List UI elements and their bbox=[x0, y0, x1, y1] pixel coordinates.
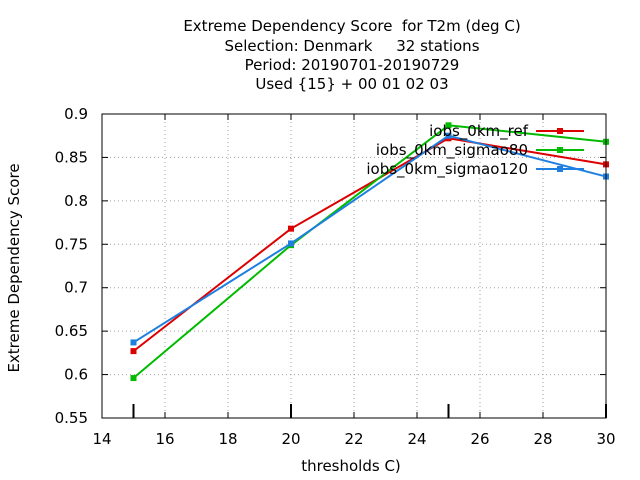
legend-marker-3 bbox=[557, 166, 563, 172]
threshold-markers bbox=[132, 404, 607, 418]
series-2-point bbox=[130, 375, 137, 382]
chart-title-line-2: Selection: Denmark 32 stations bbox=[224, 37, 480, 55]
series-1-point bbox=[288, 225, 294, 232]
legend: iobs_0km_refiobs_0km_sigmao80iobs_0km_si… bbox=[366, 122, 584, 179]
axis-ticks: 14 16 18 20 22 24 26 28 30 0.55 0.6 0.65 0.7 0.75 0.8 0… bbox=[55, 105, 616, 448]
chart-title-line-3: Period: 20190701-20190729 bbox=[244, 56, 460, 74]
legend-marker-2 bbox=[557, 147, 563, 153]
series-line-1 bbox=[132, 137, 607, 352]
y-tick-label: 0.7 bbox=[64, 279, 88, 297]
x-tick-label: 24 bbox=[407, 430, 426, 448]
series-2-point bbox=[445, 122, 452, 129]
series-line-3 bbox=[132, 134, 607, 344]
legend-label-2: iobs_0km_sigmao80 bbox=[376, 141, 528, 160]
chart-title-line-1: Extreme Dependency Score for T2m (deg C) bbox=[183, 17, 521, 35]
legend-label-1: iobs_0km_ref bbox=[429, 122, 529, 141]
series-3-point bbox=[445, 132, 452, 139]
series-line-2 bbox=[132, 124, 607, 379]
y-tick-label: 0.85 bbox=[55, 148, 88, 166]
x-tick-label: 22 bbox=[344, 430, 363, 448]
y-tick-label: 0.75 bbox=[55, 235, 88, 253]
y-tick-label: 0.6 bbox=[64, 366, 88, 384]
x-tick-label: 30 bbox=[596, 430, 615, 448]
x-tick-label: 14 bbox=[92, 430, 111, 448]
x-tick-label: 18 bbox=[218, 430, 237, 448]
legend-label-3: iobs_0km_sigmao120 bbox=[366, 160, 528, 179]
grid bbox=[102, 114, 606, 418]
y-tick-label: 0.8 bbox=[64, 192, 88, 210]
series-group bbox=[130, 122, 609, 382]
series-3-point bbox=[130, 339, 137, 346]
series-1-point bbox=[130, 348, 137, 355]
y-axis-label: Extreme Dependency Score bbox=[5, 163, 23, 373]
x-tick-label: 28 bbox=[533, 430, 552, 448]
x-axis-label: thresholds C) bbox=[301, 457, 401, 475]
x-tick-label: 26 bbox=[470, 430, 489, 448]
series-3-point bbox=[288, 240, 294, 247]
x-tick-label: 20 bbox=[281, 430, 300, 448]
chart-title-line-4: Used {15} + 00 01 02 03 bbox=[255, 75, 449, 93]
legend-marker-1 bbox=[557, 128, 563, 134]
x-tick-label: 16 bbox=[155, 430, 174, 448]
y-tick-label: 0.65 bbox=[55, 322, 88, 340]
y-tick-label: 0.55 bbox=[55, 409, 88, 427]
y-tick-label: 0.9 bbox=[64, 105, 88, 123]
